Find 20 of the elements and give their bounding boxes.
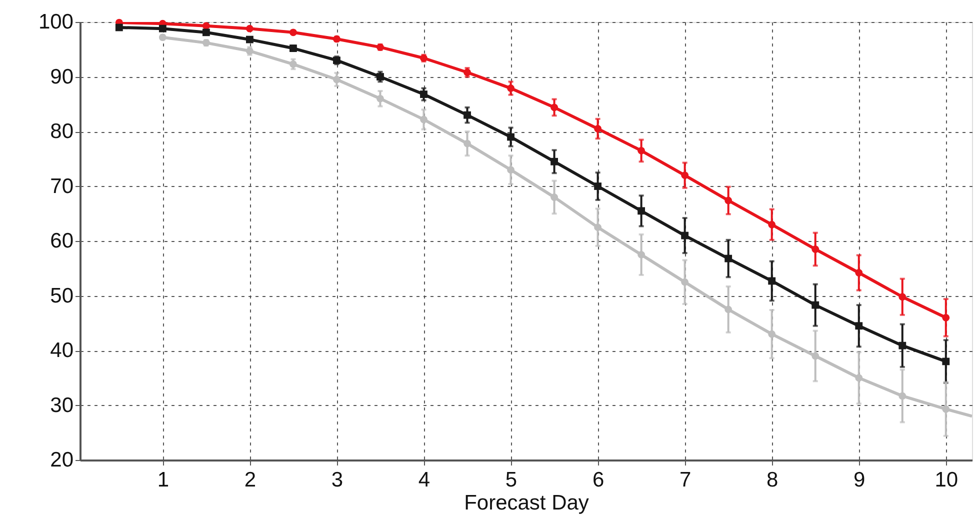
y-tick-label: 40 [50, 339, 74, 362]
x-tick-label: 6 [592, 468, 604, 492]
y-tick-label: 80 [50, 120, 74, 143]
x-tick-label: 2 [244, 468, 256, 492]
y-tick-label: 20 [50, 448, 74, 472]
y-tick-label: 70 [50, 174, 74, 198]
x-tick-label: 5 [505, 468, 518, 492]
x-tick-label: 9 [854, 468, 866, 492]
x-tick-label: 3 [331, 468, 344, 492]
y-tick-label: 30 [50, 394, 74, 417]
x-tick-label: 7 [679, 468, 692, 492]
x-tick-label: 8 [766, 468, 778, 492]
x-axis-title: Forecast Day [464, 492, 590, 514]
x-tick-label: 1 [157, 468, 170, 492]
x-tick-label: 4 [418, 468, 430, 492]
x-tick-label: 10 [934, 468, 958, 492]
y-tick-label: 90 [50, 65, 74, 88]
y-tick-label: 50 [50, 284, 74, 308]
y-tick-label: 100 [38, 10, 74, 34]
y-tick-label: 60 [50, 230, 74, 252]
